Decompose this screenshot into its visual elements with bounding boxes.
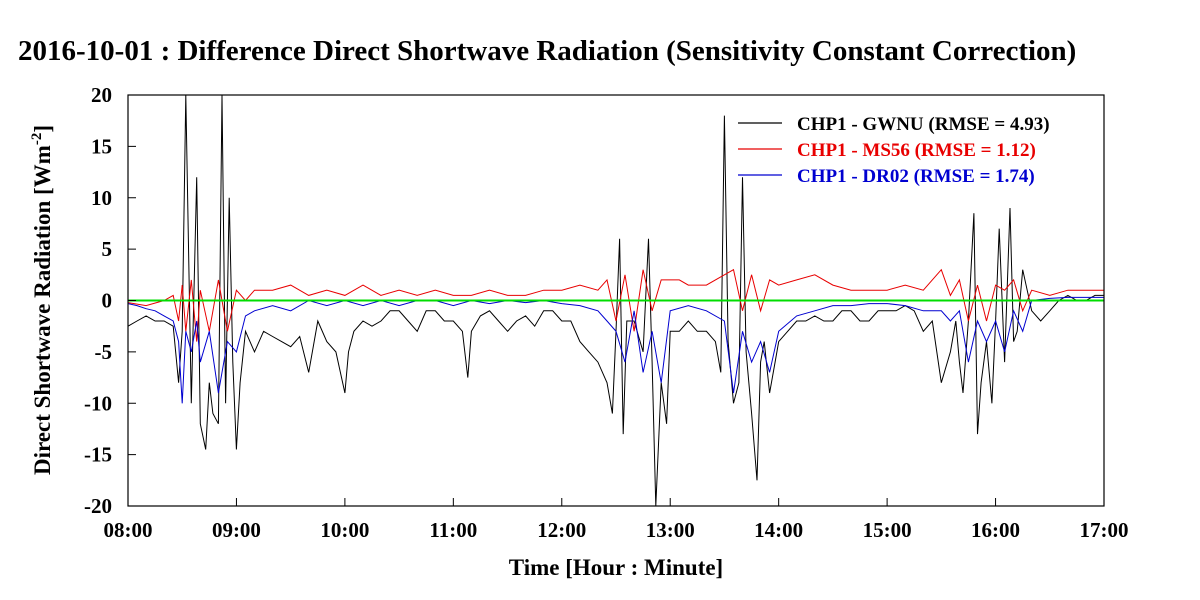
legend: CHP1 - GWNU (RMSE = 4.93) CHP1 - MS56 (RM… <box>738 114 1050 187</box>
series-line-3 <box>128 296 1104 404</box>
y-tick-label: 15 <box>91 134 112 158</box>
y-tick-label: 5 <box>102 237 113 261</box>
x-axis-label: Time [Hour : Minute] <box>509 555 723 580</box>
x-tick-label: 08:00 <box>104 518 153 542</box>
y-tick-label: -15 <box>84 443 112 467</box>
y-axis-label: Direct Shortwave Radiation [Wm-2] <box>29 125 55 475</box>
x-tick-label: 17:00 <box>1080 518 1129 542</box>
x-tick-label: 10:00 <box>320 518 369 542</box>
series-line-2 <box>128 268 1104 342</box>
legend-label-2: CHP1 - MS56 (RMSE = 1.12) <box>797 140 1036 161</box>
y-tick-label: 10 <box>91 186 112 210</box>
axis-ticks: 08:00 09:00 10:00 11:00 12:00 13:00 14:00 15:00… <box>84 83 1129 542</box>
plot-frame <box>127 94 1105 507</box>
plot-area <box>128 95 1104 506</box>
y-tick-label: -10 <box>84 391 112 415</box>
x-tick-label: 12:00 <box>537 518 586 542</box>
x-tick-label: 13:00 <box>646 518 695 542</box>
y-axis-label-sup: -2 <box>29 133 45 146</box>
legend-label-1: CHP1 - GWNU (RMSE = 4.93) <box>797 114 1050 135</box>
x-tick-label: 16:00 <box>971 518 1020 542</box>
chart-title: 2016-10-01 : Difference Direct Shortwave… <box>18 35 1076 67</box>
y-tick-label: 20 <box>91 83 112 107</box>
y-axis-label-close: ] <box>30 125 55 133</box>
x-tick-label: 15:00 <box>863 518 912 542</box>
y-tick-label: 0 <box>102 289 113 313</box>
x-tick-label: 11:00 <box>429 518 477 542</box>
series-line-1 <box>128 95 1104 506</box>
x-tick-label: 14:00 <box>754 518 803 542</box>
svg-text:Direct Shortwave Radiation [: Direct Shortwave Radiation [Wm-2] <box>29 125 55 475</box>
y-axis-label-main: Direct Shortwave Radiation [Wm <box>30 145 55 475</box>
y-tick-label: -20 <box>84 494 112 518</box>
legend-label-3: CHP1 - DR02 (RMSE = 1.74) <box>797 166 1035 187</box>
y-tick-label: -5 <box>95 340 113 364</box>
x-tick-label: 09:00 <box>212 518 261 542</box>
